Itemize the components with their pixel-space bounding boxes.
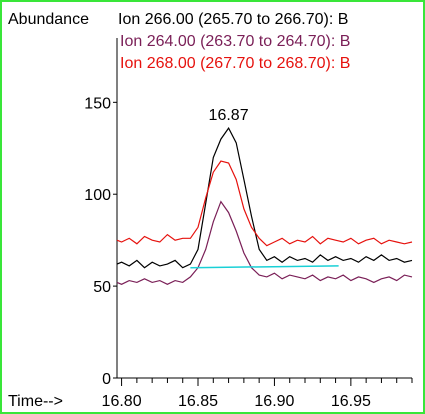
y-tick-label: 150 bbox=[84, 95, 111, 112]
ticks: 0 50 100 150 16.80 16.85 16.90 16.95 bbox=[84, 95, 413, 410]
x-tick-label: 16.95 bbox=[331, 393, 371, 410]
y-tick-label: 50 bbox=[93, 279, 111, 296]
x-tick-label: 16.80 bbox=[102, 393, 142, 410]
series-line-1 bbox=[116, 126, 413, 269]
legend-entry-1: Ion 266.00 (265.70 to 266.70): B bbox=[118, 11, 348, 28]
y-axis-label: Abundance bbox=[8, 11, 89, 28]
series-group bbox=[116, 126, 413, 285]
integration-baseline bbox=[190, 265, 339, 269]
series-line-3 bbox=[116, 160, 413, 247]
x-tick-label: 16.85 bbox=[178, 393, 218, 410]
x-tick-label: 16.90 bbox=[254, 393, 294, 410]
legend-entry-2: Ion 264.00 (263.70 to 264.70): B bbox=[120, 33, 350, 50]
y-tick-label: 0 bbox=[102, 371, 111, 388]
legend: Ion 266.00 (265.70 to 266.70): B Ion 264.… bbox=[118, 11, 350, 72]
peak-label: 16.87 bbox=[209, 107, 249, 124]
legend-entry-3: Ion 268.00 (267.70 to 268.70): B bbox=[120, 55, 350, 72]
x-axis-label: Time--> bbox=[8, 393, 63, 410]
y-tick-label: 100 bbox=[84, 187, 111, 204]
series-line-2 bbox=[116, 200, 413, 285]
axes bbox=[116, 38, 412, 379]
